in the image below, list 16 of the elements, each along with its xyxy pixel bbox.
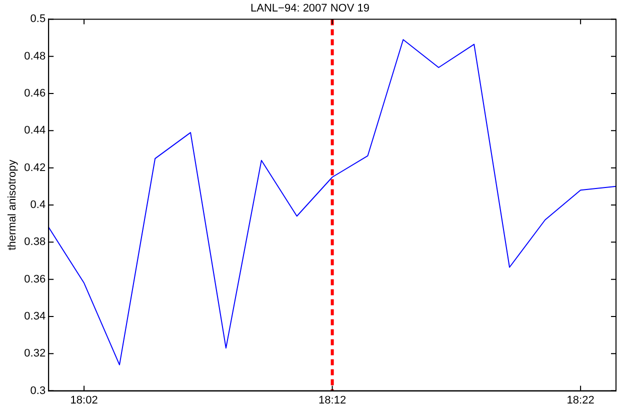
y-tick-label: 0.38 [24, 236, 46, 248]
y-axis-title: thermal anisotropy [6, 159, 19, 250]
y-tick-label: 0.48 [24, 50, 46, 62]
y-tick-label: 0.4 [30, 199, 46, 212]
y-tick-label: 0.32 [24, 348, 46, 360]
y-tick-label: 0.5 [30, 13, 46, 26]
x-tick-label: 18:12 [318, 394, 346, 406]
x-tick-label: 18:02 [70, 394, 98, 406]
y-tick-label: 0.3 [30, 384, 46, 397]
y-tick-label: 0.44 [24, 124, 46, 137]
y-tick-label: 0.42 [24, 162, 46, 174]
y-tick-label: 0.34 [24, 310, 46, 323]
chart-title: LANL−94: 2007 NOV 19 [250, 2, 370, 15]
y-tick-label: 0.36 [24, 273, 46, 286]
y-tick-label: 0.46 [24, 88, 46, 100]
x-tick-label: 18:22 [566, 394, 594, 406]
